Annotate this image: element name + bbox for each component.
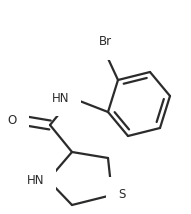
Text: O: O (8, 113, 17, 126)
Text: HN: HN (52, 92, 69, 104)
Text: S: S (118, 189, 125, 202)
Text: HN: HN (27, 174, 44, 186)
Text: Br: Br (98, 35, 112, 48)
